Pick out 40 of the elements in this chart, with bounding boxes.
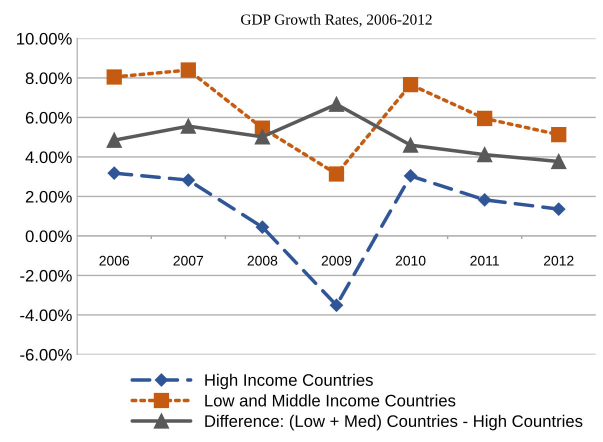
legend-label: Difference: (Low + Med) Countries - High Countries <box>205 414 582 430</box>
point <box>402 137 418 153</box>
point <box>180 62 196 78</box>
x-tick-label: 2012 <box>544 256 574 266</box>
x-tick-label: 2006 <box>99 256 130 266</box>
y-tick-label: 8.00% <box>26 72 72 84</box>
point <box>182 173 195 187</box>
x-tick-label: 2010 <box>396 256 426 266</box>
point <box>477 110 492 126</box>
point <box>328 96 344 112</box>
point <box>478 193 492 206</box>
y-tick-label: -4.00% <box>20 309 72 322</box>
point <box>552 202 566 216</box>
point <box>108 166 121 180</box>
y-tick-label: 0.00% <box>26 230 72 242</box>
point <box>330 298 344 312</box>
legend-label: Low and Middle Income Countries <box>205 394 456 407</box>
point <box>106 132 122 148</box>
point <box>106 69 122 85</box>
y-tick-label: 4.00% <box>25 151 72 164</box>
y-tick-label: -2.00% <box>20 270 72 282</box>
point <box>254 129 270 144</box>
point <box>551 154 566 170</box>
y-tick-label: 6.00% <box>26 112 72 124</box>
y-tick-label: 10.00% <box>17 32 72 45</box>
chart-title: GDP Growth Rates, 2006-2012 <box>241 14 432 27</box>
point <box>402 77 418 92</box>
point <box>477 146 492 162</box>
point <box>180 118 196 134</box>
y-tick-label: 2.00% <box>26 190 72 203</box>
legend-label: High Income Countries <box>205 374 373 390</box>
y-tick-label: -6.00% <box>20 348 72 361</box>
point <box>256 220 269 234</box>
x-tick-label: 2011 <box>470 256 499 266</box>
point <box>404 169 418 183</box>
x-tick-label: 2009 <box>322 256 352 266</box>
point <box>328 166 344 182</box>
point <box>551 127 566 142</box>
x-tick-label: 2007 <box>174 256 204 266</box>
x-tick-label: 2008 <box>248 256 278 266</box>
